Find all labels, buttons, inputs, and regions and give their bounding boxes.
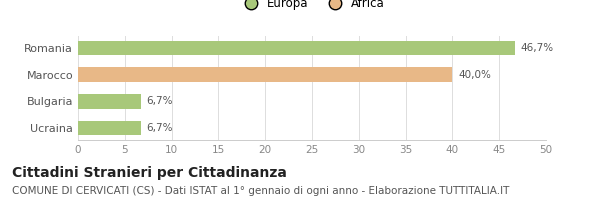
Text: COMUNE DI CERVICATI (CS) - Dati ISTAT al 1° gennaio di ogni anno - Elaborazione : COMUNE DI CERVICATI (CS) - Dati ISTAT al…	[12, 186, 509, 196]
Legend: Europa, Africa: Europa, Africa	[234, 0, 390, 14]
Text: 40,0%: 40,0%	[458, 70, 491, 80]
Text: 46,7%: 46,7%	[521, 43, 554, 53]
Text: 6,7%: 6,7%	[146, 123, 173, 133]
Text: Cittadini Stranieri per Cittadinanza: Cittadini Stranieri per Cittadinanza	[12, 166, 287, 180]
Bar	[78, 41, 515, 55]
Bar	[78, 121, 141, 135]
Bar	[78, 94, 141, 109]
Bar	[78, 67, 452, 82]
Text: 6,7%: 6,7%	[146, 96, 173, 106]
